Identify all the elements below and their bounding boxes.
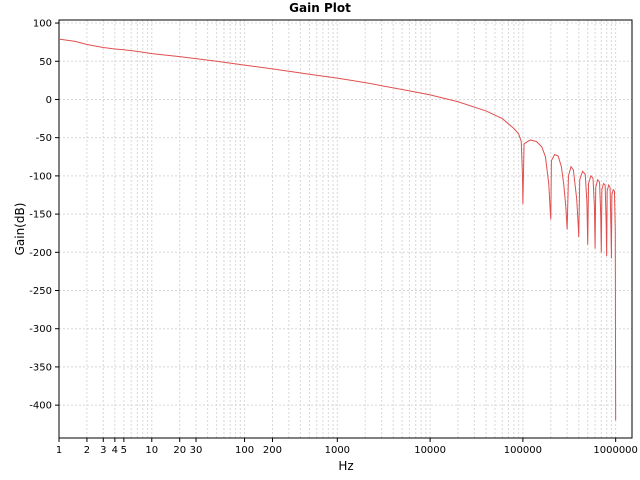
x-tick-label: 3	[100, 445, 106, 456]
x-tick-label: 20	[173, 445, 186, 456]
grid-lines	[58, 20, 632, 438]
x-tick-label: 5	[121, 445, 127, 456]
x-tick-label: 100000	[504, 445, 542, 456]
x-tick-label: 2	[84, 445, 90, 456]
y-tick-label: -300	[29, 324, 52, 335]
y-tick-label: 0	[46, 95, 52, 106]
y-tick-label: -200	[29, 248, 52, 259]
y-tick-label: -150	[29, 210, 52, 221]
y-tick-label: -250	[29, 286, 52, 297]
x-tick-label: 30	[190, 445, 203, 456]
y-tick-label: -400	[29, 401, 52, 412]
y-tick-label: -100	[29, 171, 52, 182]
chart-title: Gain Plot	[289, 1, 351, 15]
x-tick-label: 4	[112, 445, 118, 456]
x-tick-label: 1000000	[593, 445, 638, 456]
y-axis: 100 50 0 -50 -100 -150 -200 -250 -300 -350 -400	[29, 19, 59, 412]
x-tick-label: 100	[235, 445, 254, 456]
x-axis-label: Hz	[338, 459, 353, 473]
gain-series-line	[58, 38, 617, 421]
y-tick-label: 100	[33, 19, 52, 30]
y-tick-label: -350	[29, 362, 52, 373]
y-tick-label: -50	[36, 133, 52, 144]
x-tick-label: 1000	[325, 445, 350, 456]
y-axis-label: Gain(dB)	[13, 203, 27, 256]
x-axis: 1 2 3 4 5 10 20 30 100 200 1000 10000 100000 1000000	[56, 438, 638, 456]
plot-frame	[58, 19, 633, 439]
x-tick-label: 10000	[414, 445, 446, 456]
x-tick-label: 1	[56, 445, 62, 456]
y-tick-label: 50	[39, 57, 52, 68]
x-tick-label: 200	[263, 445, 282, 456]
x-tick-label: 10	[145, 445, 158, 456]
